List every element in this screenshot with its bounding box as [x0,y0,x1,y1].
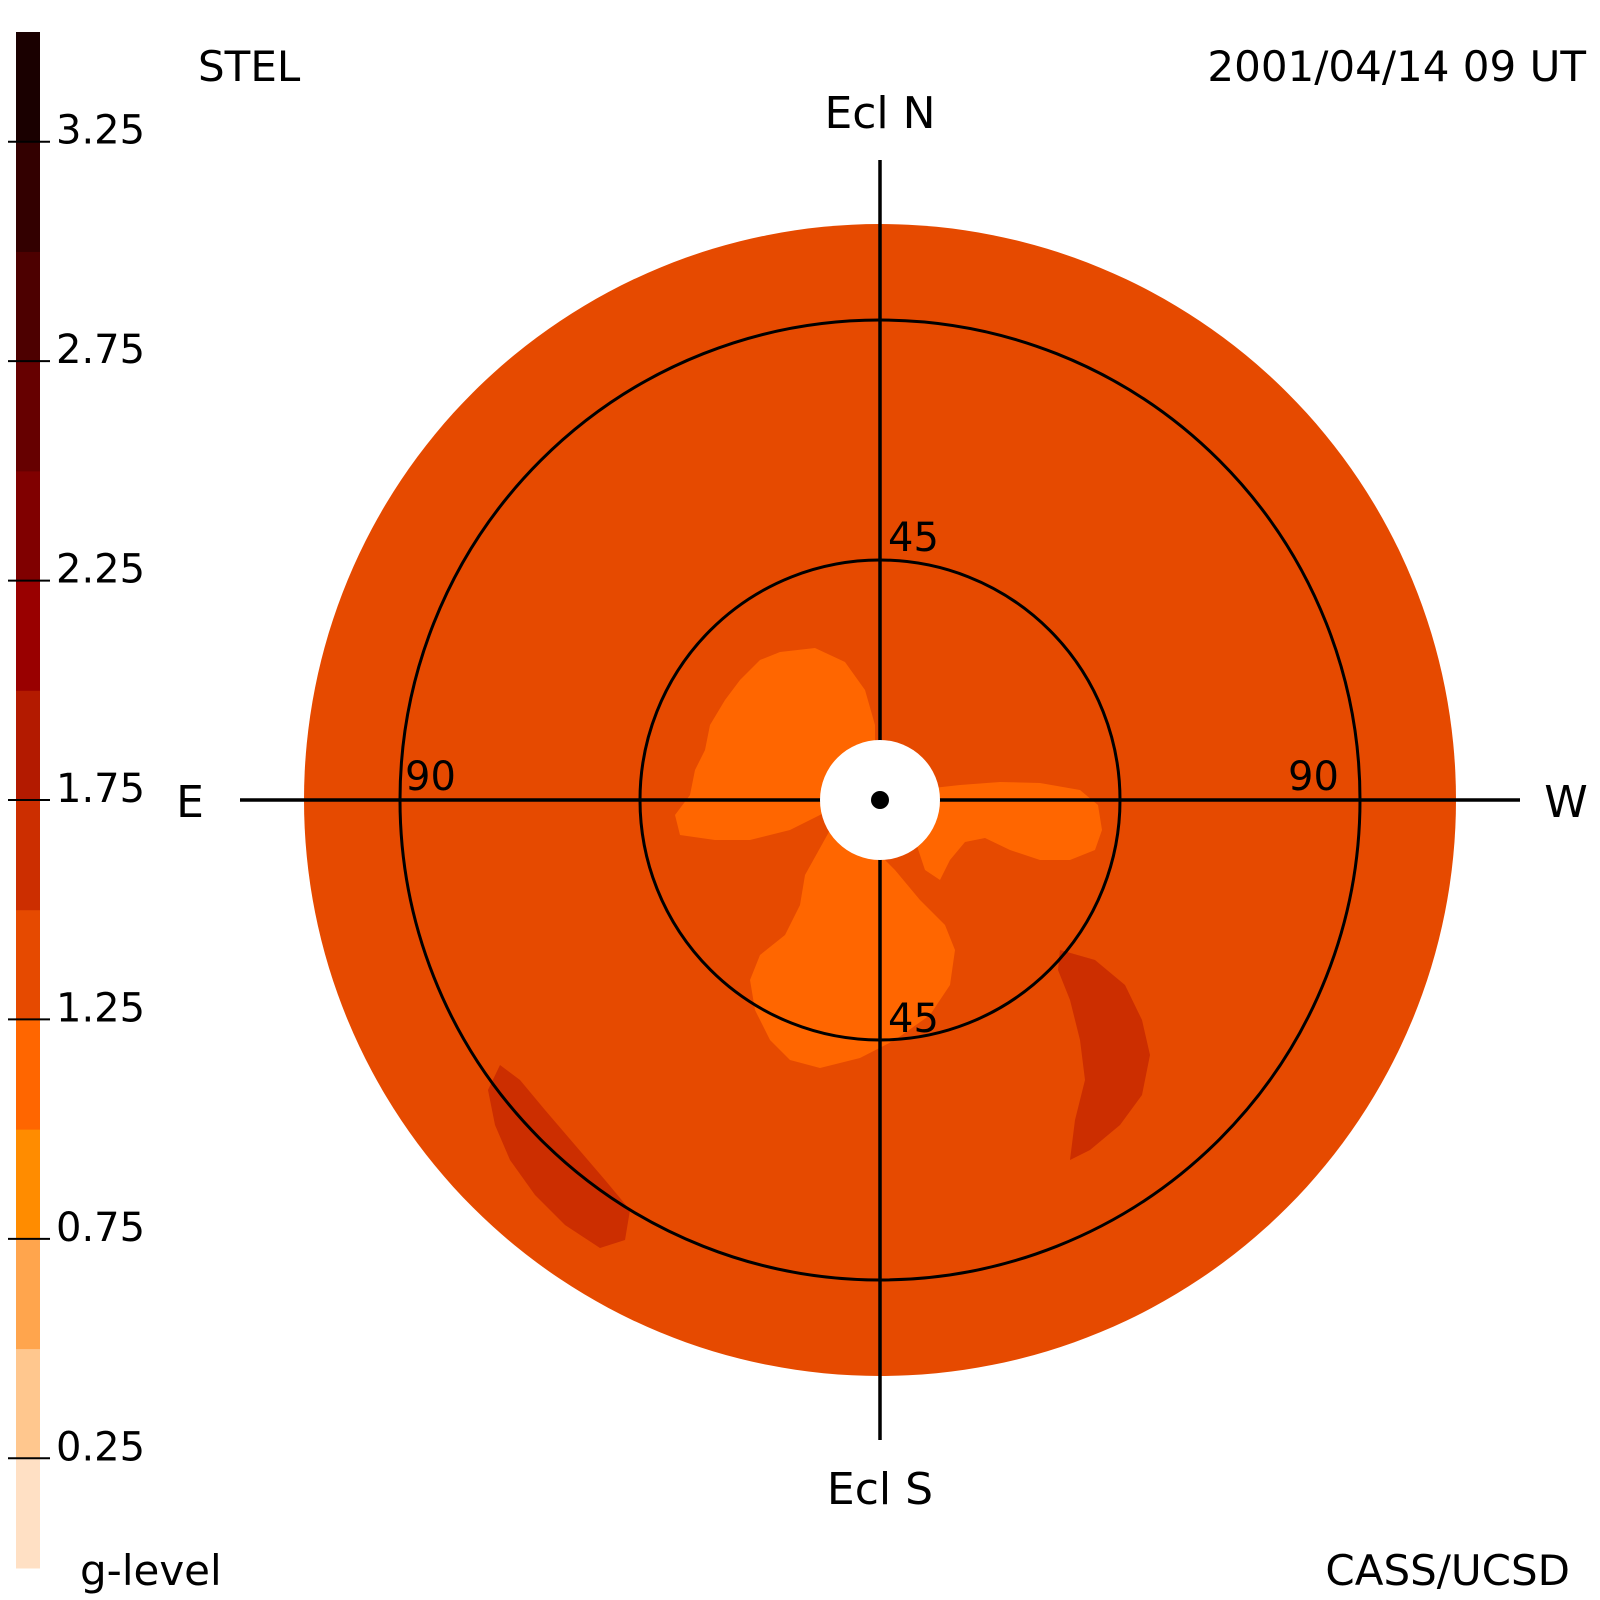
colorbar-level-4 [16,1019,40,1130]
colorbar-level-13 [16,32,40,143]
colorbar-tick-label: 1.75 [56,766,145,812]
colorbar-level-5 [16,909,40,1020]
ring-label-outer-left: 90 [405,754,456,800]
header-left: STEL [198,42,301,91]
colorbar-level-6 [16,800,40,911]
bright-blob-east [915,782,1102,880]
colorbar-tick-label: 2.25 [56,547,145,593]
colorbar-level-11 [16,251,40,362]
footer-right: CASS/UCSD [1325,1546,1570,1595]
colorbar-level-12 [16,141,40,252]
colorbar-level-8 [16,580,40,691]
colorbar-level-3 [16,1129,40,1240]
colorbar-tick-label: 3.25 [56,108,145,154]
bright-blob-south [750,830,955,1068]
colorbar-level-1 [16,1348,40,1459]
direction-south: Ecl S [827,1464,933,1515]
ring-label-inner-top: 45 [888,515,939,561]
colorbar [16,32,40,1569]
colorbar-tick-label: 0.25 [56,1424,145,1470]
direction-west: W [1544,777,1588,828]
colorbar-tick-label: 1.25 [56,985,145,1031]
dark-patch-southeast [1058,950,1150,1160]
footer-left-colorbar-label: g-level [80,1546,222,1595]
colorbar-ticks: 3.25 2.75 2.25 1.75 1.25 0.75 0.25 [8,108,145,1470]
sky-disk [240,160,1520,1440]
colorbar-level-2 [16,1238,40,1350]
colorbar-level-9 [16,470,40,582]
direction-east: E [176,777,204,828]
colorbar-level-10 [16,361,40,472]
ring-label-outer-right: 90 [1288,754,1339,800]
sun-center-dot [871,791,889,809]
colorbar-level-0 [16,1458,40,1569]
colorbar-level-7 [16,690,40,801]
colorbar-tick-label: 0.75 [56,1205,145,1251]
ring-label-inner-bottom: 45 [888,996,939,1042]
direction-north: Ecl N [824,88,935,139]
header-right: 2001/04/14 09 UT [1207,42,1586,91]
colorbar-tick-label: 2.75 [56,327,145,373]
